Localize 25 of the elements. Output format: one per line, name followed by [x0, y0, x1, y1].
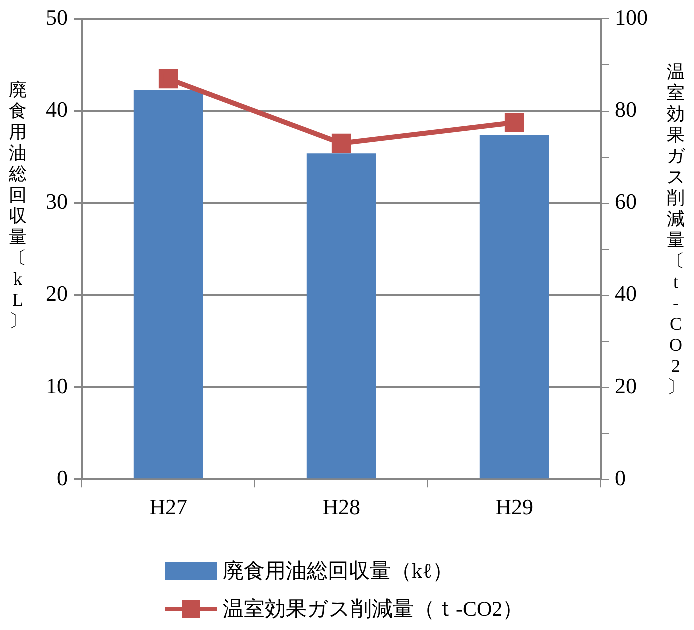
- y-tick-label: 40: [46, 97, 68, 122]
- bar: [306, 154, 376, 479]
- y-tick-label: 0: [57, 465, 68, 490]
- y-tick-label: 20: [46, 281, 68, 306]
- point: [504, 113, 524, 132]
- y2-tick-label: 40: [615, 281, 637, 306]
- y2-tick-label: 20: [615, 373, 637, 398]
- y2-tick-label: 0: [615, 465, 626, 490]
- bar: [134, 90, 204, 479]
- text: 廃食用油総回収量〔kL〕: [9, 80, 27, 331]
- y-tick-label: 10: [46, 373, 68, 398]
- x-tick-label: H29: [496, 494, 534, 520]
- point: [158, 69, 178, 89]
- x-tick-label: H28: [322, 494, 360, 520]
- legend-label: 温室効果ガス削減量（ｔ-CO2）: [223, 596, 524, 623]
- y-tick-label: 30: [46, 189, 68, 214]
- legend-label: 廃食用油総回収量（kℓ）: [223, 558, 454, 585]
- x-tick-label: H27: [150, 494, 188, 520]
- bar: [480, 135, 550, 479]
- y-tick-label: 50: [46, 4, 68, 30]
- y2-tick-label: 60: [615, 189, 637, 214]
- y2-tick-label: 100: [615, 4, 648, 30]
- text: 温室効果ガス削減量〔t-CO2〕: [667, 62, 685, 397]
- point: [332, 134, 352, 154]
- y2-tick-label: 80: [615, 97, 637, 122]
